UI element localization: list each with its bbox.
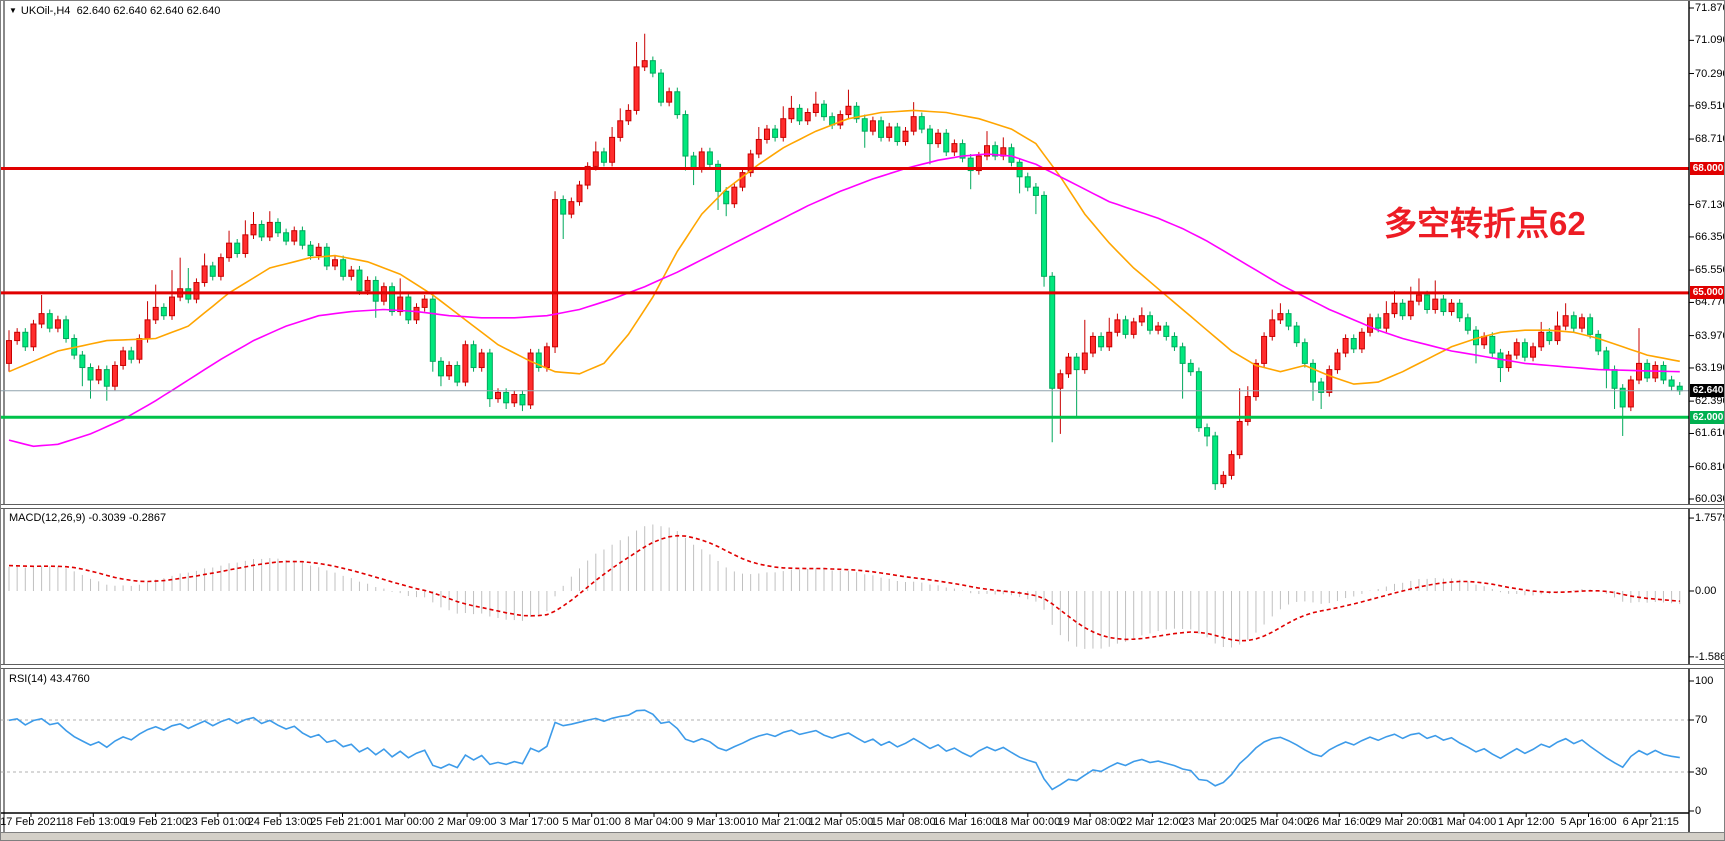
rsi-axis-label: 70: [1695, 714, 1708, 726]
time-axis-label: 29 Mar 20:00: [1369, 816, 1435, 828]
time-axis-label: 15 Mar 08:00: [870, 816, 936, 828]
macd-axis-label: 1.7579: [1695, 512, 1724, 525]
price-tick-label: 63.190: [1695, 361, 1724, 374]
time-axis-label: 5 Mar 01:00: [562, 816, 622, 828]
rsi-indicator-label: RSI(14) 43.4760: [9, 673, 90, 685]
price-badge-62.000: 62.000: [1690, 410, 1724, 424]
rsi-axis-label: 100: [1695, 675, 1714, 687]
price-tick-label: 61.610: [1695, 427, 1724, 440]
time-axis-label: 3 Mar 17:00: [500, 816, 559, 828]
time-axis-label: 22 Mar 12:00: [1119, 816, 1185, 828]
rsi-line: [8, 709, 1680, 791]
time-axis-label: 19 Feb 21:00: [123, 816, 189, 828]
macd-axis-label: -1.5867: [1695, 650, 1724, 663]
price-tick-label: 62.390: [1695, 395, 1724, 408]
price-tick-label: 64.770: [1695, 296, 1724, 309]
time-axis-label: 5 Apr 16:00: [1560, 816, 1617, 828]
time-axis-label: 19 Mar 08:00: [1057, 816, 1123, 828]
ma-mid: [8, 153, 1680, 448]
symbol-quote-bar[interactable]: ▼ UKOil-,H4 62.640 62.640 62.640 62.640: [9, 5, 220, 17]
time-axis-label: 26 Mar 16:00: [1306, 816, 1372, 828]
rsi-axis-label: 30: [1695, 766, 1708, 778]
time-axis-label: 16 Mar 16:00: [933, 816, 998, 828]
price-tick-label: 68.710: [1695, 133, 1724, 146]
price-tick-label: 67.130: [1695, 198, 1724, 211]
status-strip: [1, 832, 1724, 840]
price-tick-label: 60.030: [1695, 493, 1724, 505]
price-badge-65.000: 65.000: [1690, 286, 1724, 300]
price-tick-label: 71.870: [1695, 2, 1724, 14]
rsi-value: 43.4760: [49, 673, 90, 685]
macd-values: -0.3039 -0.2867: [88, 512, 167, 524]
time-axis-label: 25 Feb 21:00: [310, 816, 375, 828]
bull-bear-turning-point-annotation: 多空转折点62: [1384, 205, 1586, 242]
rsi-axis-label: 0: [1695, 805, 1702, 817]
time-axis-label: 2 Mar 09:00: [437, 816, 497, 828]
time-axis-label: 31 Mar 04:00: [1431, 816, 1497, 828]
symbol-dropdown-icon[interactable]: ▼: [9, 6, 17, 15]
time-axis-label: 23 Mar 20:00: [1182, 816, 1248, 828]
macd-indicator-label: MACD(12,26,9) -0.3039 -0.2867: [9, 512, 166, 524]
time-axis-label: 17 Feb 2021: [0, 816, 62, 828]
macd-axis-label: 0.00: [1695, 585, 1717, 597]
time-axis-label: 8 Mar 04:00: [624, 816, 684, 828]
price-badge-62.640: 62.640: [1690, 384, 1724, 398]
time-axis-label: 1 Apr 12:00: [1498, 816, 1555, 828]
price-tick-label: 63.970: [1695, 329, 1724, 342]
price-badge-68.000: 68.000: [1690, 161, 1724, 175]
price-tick-label: 69.510: [1695, 99, 1724, 112]
price-tick-label: 70.290: [1695, 67, 1724, 80]
macd-name: MACD(12,26,9): [9, 512, 86, 524]
time-axis-label: 18 Mar 00:00: [995, 816, 1061, 828]
price-tick-label: 66.350: [1695, 230, 1724, 243]
time-axis-label: 9 Mar 13:00: [686, 816, 746, 828]
symbol-timeframe-label: UKOil-,H4: [20, 5, 71, 17]
price-tick-label: 60.810: [1695, 460, 1724, 473]
rsi-panel-divider[interactable]: [1, 664, 1724, 669]
price-tick-label: 65.550: [1695, 264, 1724, 277]
quote-values: 62.640 62.640 62.640 62.640: [76, 5, 221, 17]
time-axis-label: 10 Mar 21:00: [746, 816, 812, 828]
time-axis-label: 24 Feb 13:00: [247, 816, 313, 828]
macd-signal-line: [8, 534, 1680, 642]
time-axis-label: 1 Mar 00:00: [375, 816, 435, 828]
rsi-name: RSI(14): [9, 673, 47, 685]
macd-panel-divider[interactable]: [1, 504, 1724, 509]
price-tick-label: 71.090: [1695, 34, 1724, 47]
time-axis-label: 6 Apr 21:15: [1622, 816, 1679, 828]
time-axis-label: 12 Mar 05:00: [808, 816, 874, 828]
ma-fast: [8, 109, 1680, 385]
time-axis-label: 23 Feb 01:00: [185, 816, 251, 828]
time-axis-label: 18 Feb 13:00: [60, 816, 126, 828]
time-axis-label: 25 Mar 04:00: [1244, 816, 1310, 828]
